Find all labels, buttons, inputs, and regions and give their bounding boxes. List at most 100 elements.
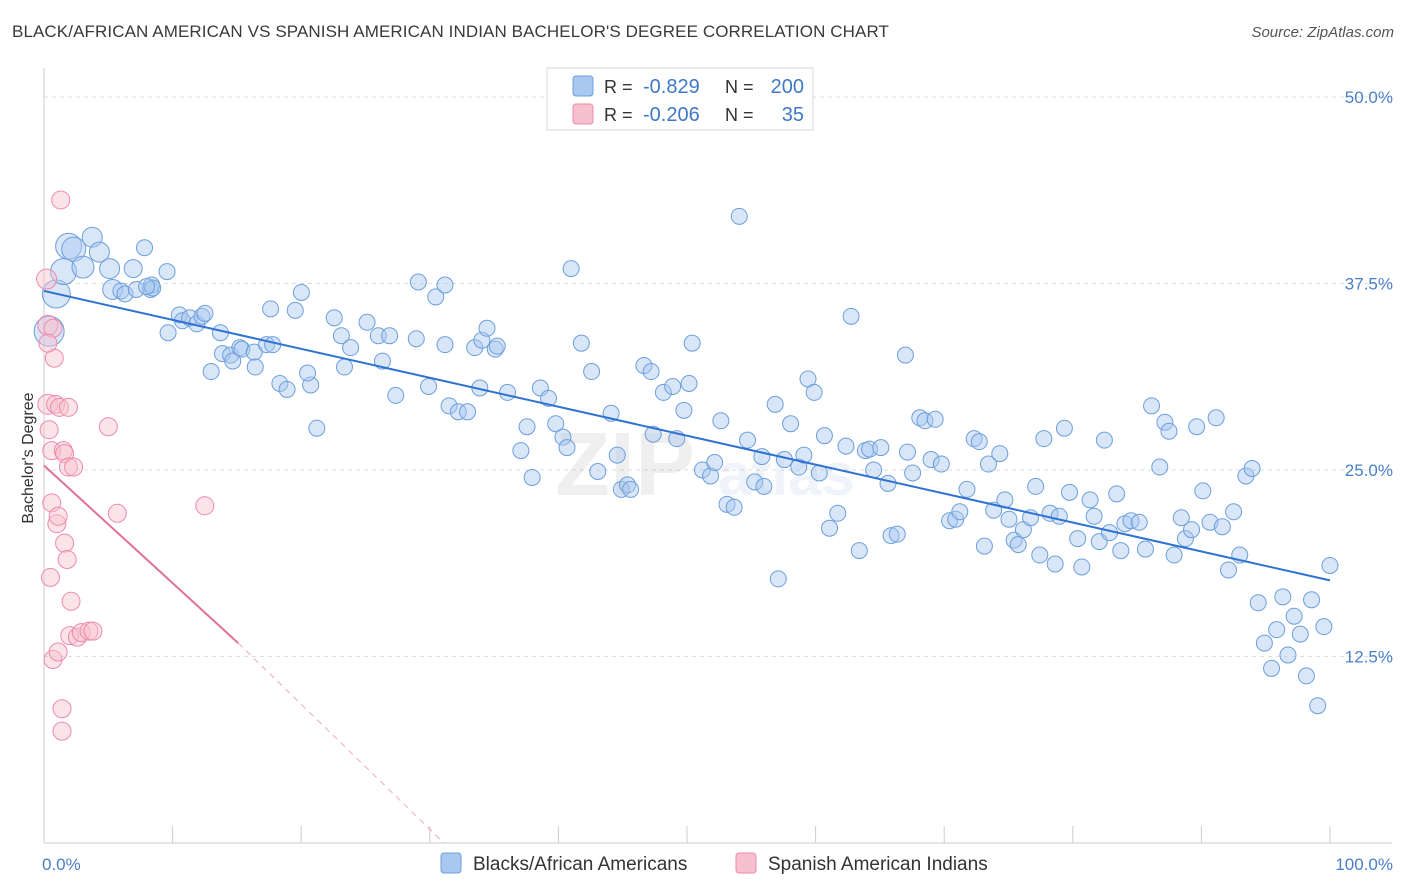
blue-point-137 (932, 455, 950, 473)
blue-point-67 (478, 319, 496, 337)
blue-point-145 (980, 455, 998, 473)
pink-point-13 (48, 642, 68, 662)
legend-r-label-blue: R = (604, 77, 633, 97)
blue-point-99 (706, 454, 724, 472)
blue-point-144 (975, 537, 993, 555)
blue-point-92 (664, 377, 682, 395)
blue-point-41 (286, 301, 304, 319)
blue-point-192 (1243, 460, 1261, 478)
blue-point-45 (325, 309, 343, 327)
blue-point-14 (136, 239, 154, 257)
blue-point-102 (725, 498, 743, 516)
blue-point-197 (1274, 588, 1292, 606)
blue-point-117 (815, 427, 833, 445)
blue-point-64 (466, 339, 484, 357)
blue-point-174 (1136, 540, 1154, 558)
blue-point-73 (523, 468, 541, 486)
blue-point-173 (1130, 513, 1148, 531)
blue-point-151 (1009, 536, 1027, 554)
blue-point-170 (1112, 542, 1130, 560)
blue-point-141 (958, 480, 976, 498)
blue-point-63 (459, 403, 477, 421)
blue-point-35 (246, 358, 264, 376)
blue-point-154 (1027, 477, 1045, 495)
trend-line-pink (43, 464, 239, 644)
blue-point-198 (1279, 646, 1297, 664)
blue-point-132 (904, 464, 922, 482)
pink-point-33 (195, 496, 215, 516)
blue-point-178 (1160, 422, 1178, 440)
pink-point-30 (83, 621, 103, 641)
blue-point-79 (562, 260, 580, 278)
blue-point-78 (558, 439, 576, 457)
blue-point-70 (499, 383, 517, 401)
blue-point-98 (702, 467, 720, 485)
blue-point-18 (144, 279, 162, 297)
blue-point-5 (71, 255, 95, 279)
blue-point-142 (965, 430, 983, 448)
legend-n-label-blue: N = (725, 77, 754, 97)
blue-point-107 (755, 477, 773, 495)
blue-point-131 (898, 443, 916, 461)
blue-point-105 (746, 473, 764, 491)
blue-point-140 (951, 503, 969, 521)
legend-r-value-pink: -0.206 (643, 104, 700, 126)
blue-point-19 (138, 277, 156, 295)
blue-point-47 (335, 358, 353, 376)
grid (44, 96, 1392, 657)
pink-point-31 (98, 417, 118, 437)
blue-point-68 (486, 340, 504, 358)
legend-r-value-blue: -0.829 (643, 76, 700, 98)
blue-point-180 (1172, 509, 1190, 527)
blue-point-203 (1309, 697, 1327, 715)
blue-point-58 (427, 288, 445, 306)
pink-point-32 (107, 503, 127, 523)
blue-point-158 (1046, 555, 1064, 573)
blue-point-46 (332, 327, 350, 345)
blue-point-31 (224, 352, 242, 370)
y-tick-label-2: 37.5% (1345, 275, 1393, 294)
blue-point-164 (1081, 491, 1099, 509)
pink-point-10 (46, 394, 66, 414)
blue-point-128 (882, 527, 900, 545)
legend-r-label-pink: R = (604, 105, 633, 125)
blue-point-111 (782, 415, 800, 433)
y-tick-labels: 12.5% 25.0% 37.5% 50.0% (1345, 88, 1393, 667)
blue-point-61 (440, 397, 458, 415)
blue-point-39 (278, 380, 296, 398)
pink-point-5 (42, 441, 62, 461)
pink-point-20 (55, 533, 75, 553)
pink-point-11 (47, 514, 67, 534)
x-tick-labels: 0.0% 100.0% (42, 855, 1393, 874)
blue-point-50 (358, 313, 376, 331)
blue-point-94 (675, 401, 693, 419)
pink-point-17 (52, 721, 72, 741)
blue-point-175 (1143, 397, 1161, 415)
blue-point-80 (572, 334, 590, 352)
bottom-legend-swatch-pink (735, 852, 757, 874)
pink-point-4 (40, 567, 60, 587)
blue-point-103 (730, 207, 748, 225)
trend-lines (43, 289, 1331, 844)
blue-point-181 (1176, 530, 1194, 548)
blue-point-9 (99, 258, 121, 280)
blue-point-159 (1050, 507, 1068, 525)
x-tick-label-1: 100.0% (1335, 855, 1393, 874)
pink-point-2 (37, 393, 59, 415)
chart-title: BLACK/AFRICAN AMERICAN VS SPANISH AMERIC… (12, 22, 890, 41)
blue-point-52 (373, 352, 391, 370)
blue-point-89 (642, 363, 660, 381)
blue-point-17 (158, 263, 176, 281)
blue-point-59 (436, 276, 454, 294)
blue-point-88 (635, 357, 653, 375)
blue-point-205 (1321, 556, 1339, 574)
y-tick-label-0: 12.5% (1345, 648, 1393, 667)
watermark-text-zip: ZIP (555, 415, 695, 515)
blue-point-53 (381, 327, 399, 345)
legend-n-label-pink: N = (725, 105, 754, 125)
blue-point-189 (1225, 503, 1243, 521)
blue-point-81 (583, 363, 601, 381)
blue-point-202 (1303, 591, 1321, 609)
blue-point-104 (739, 431, 757, 449)
blue-point-119 (829, 504, 847, 522)
